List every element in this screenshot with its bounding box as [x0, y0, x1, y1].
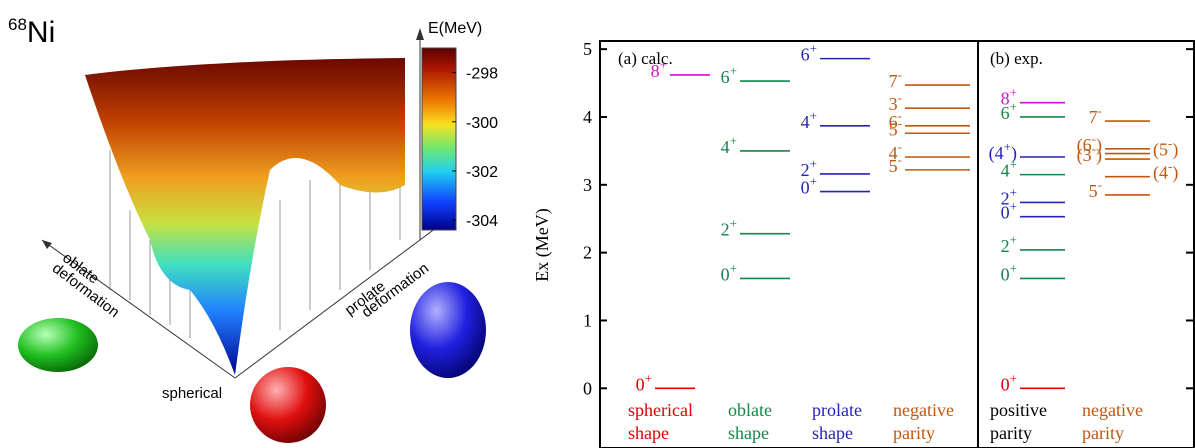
column-name: parity — [893, 423, 935, 443]
y-tick-label: 4 — [583, 107, 592, 127]
level-label: 5- — [889, 152, 902, 176]
level-label: 4+ — [721, 133, 737, 157]
colorbar-label: E(MeV) — [428, 20, 482, 37]
column-name: negative — [893, 400, 954, 420]
nucleus-label: 68Ni — [8, 15, 55, 49]
level-label: (4-) — [1153, 159, 1178, 184]
y-tick-label: 1 — [583, 310, 592, 330]
level-label: 5- — [889, 115, 902, 139]
level-label: 5- — [1089, 177, 1102, 201]
y-axis-label: Ex (MeV) — [532, 208, 553, 281]
column-name: negative — [1082, 400, 1143, 420]
oblate-shape — [18, 318, 98, 372]
panel-title: (b) exp. — [990, 49, 1043, 68]
level-label: 6+ — [801, 41, 817, 65]
surface-plot — [18, 28, 486, 443]
level-label: 0+ — [1001, 260, 1017, 284]
level-label: 7- — [889, 67, 902, 91]
figure: Ex (MeV) 68Ni E(MeV) -298 -300 -302 -304 oblat… — [0, 0, 1195, 448]
column-name: positive — [990, 400, 1047, 420]
y-tick-label: 0 — [583, 378, 592, 398]
prolate-axis — [235, 225, 440, 378]
column-name: spherical — [628, 400, 693, 420]
y-tick-label: 2 — [583, 243, 592, 263]
level-label: 8+ — [651, 57, 667, 81]
level-label: (3-) — [1077, 141, 1102, 166]
origin-label: spherical — [162, 385, 222, 402]
level-label: 0+ — [1001, 199, 1017, 223]
level-label: 4+ — [801, 108, 817, 132]
spherical-shape — [250, 367, 326, 443]
level-label: 0+ — [1001, 370, 1017, 394]
y-tick-label: 3 — [583, 175, 592, 195]
level-label: 7- — [1089, 103, 1102, 127]
colorbar-tick-label: -304 — [466, 213, 498, 230]
level-label: 0+ — [636, 370, 652, 394]
energy-surface — [85, 58, 405, 375]
colorbar — [422, 48, 456, 230]
column-name: shape — [812, 423, 853, 443]
level-label: 6+ — [721, 63, 737, 87]
column-name: shape — [728, 423, 769, 443]
level-label: 4+ — [1001, 157, 1017, 181]
level-label: (5-) — [1153, 136, 1178, 161]
column-name: prolate — [812, 400, 862, 420]
column-name: parity — [990, 423, 1032, 443]
level-label: 2+ — [721, 216, 737, 240]
level-label: 2+ — [1001, 232, 1017, 256]
column-name: parity — [1082, 423, 1124, 443]
level-label: 0+ — [801, 174, 817, 198]
level-label: 6+ — [1001, 99, 1017, 123]
prolate-shape — [410, 282, 486, 378]
axis-arrow — [42, 240, 52, 249]
y-tick-label: 5 — [583, 39, 592, 59]
level-label: 0+ — [721, 260, 737, 284]
colorbar-tick-label: -300 — [466, 115, 498, 132]
column-name: shape — [628, 423, 669, 443]
column-name: oblate — [728, 400, 772, 420]
axis-arrow — [416, 28, 424, 40]
colorbar-tick-label: -298 — [466, 66, 498, 83]
colorbar-tick-label: -302 — [466, 164, 498, 181]
